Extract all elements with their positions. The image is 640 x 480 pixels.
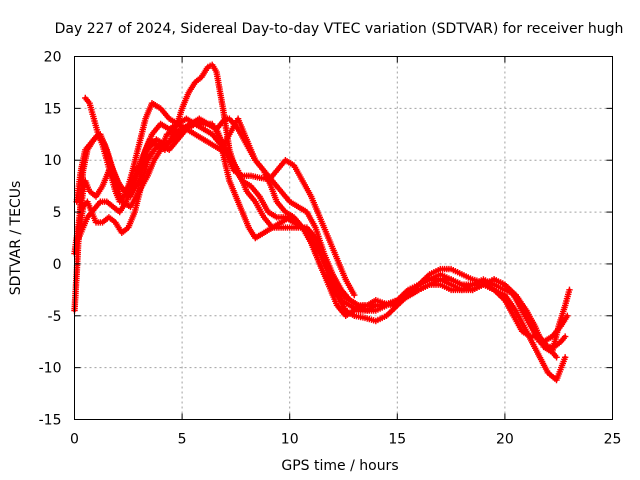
y-tick-label: -15: [39, 413, 62, 429]
plot-frame: [74, 56, 613, 420]
y-tick-label: 0: [53, 257, 62, 273]
x-tick-label: 15: [388, 432, 406, 448]
series-day-3: [73, 115, 573, 356]
data-point-marker: [564, 312, 571, 319]
x-tick-label: 10: [281, 432, 299, 448]
x-axis-label: GPS time / hours: [281, 458, 398, 474]
x-tick-label: 0: [70, 432, 79, 448]
y-tick-label: 10: [44, 153, 62, 169]
y-axis-label: SDTVAR / TECUs: [8, 181, 24, 296]
data-point-marker: [553, 354, 560, 361]
grid-lines: [74, 56, 613, 420]
series-day-6: [82, 94, 358, 299]
chart-title: Day 227 of 2024, Sidereal Day-to-day VTE…: [55, 21, 624, 37]
data-point-marker: [351, 291, 358, 299]
series-day-2: [71, 61, 569, 384]
y-tick-label: -10: [39, 361, 62, 377]
axis-ticks: 0 5 10 15 20 25 -15 -10 -5 0 5 10 15 20: [39, 50, 622, 448]
y-tick-label: 15: [44, 101, 62, 117]
data-series: [71, 61, 573, 384]
data-point-marker: [566, 286, 573, 294]
x-tick-label: 5: [178, 432, 187, 448]
y-tick-label: -5: [48, 309, 62, 325]
data-point-marker: [561, 333, 569, 340]
series-day-5: [75, 115, 560, 361]
y-tick-label: 5: [53, 205, 62, 221]
x-tick-label: 25: [604, 432, 622, 448]
x-tick-label: 20: [496, 432, 514, 448]
y-tick-label: 20: [44, 50, 62, 66]
data-point-marker: [561, 354, 569, 361]
